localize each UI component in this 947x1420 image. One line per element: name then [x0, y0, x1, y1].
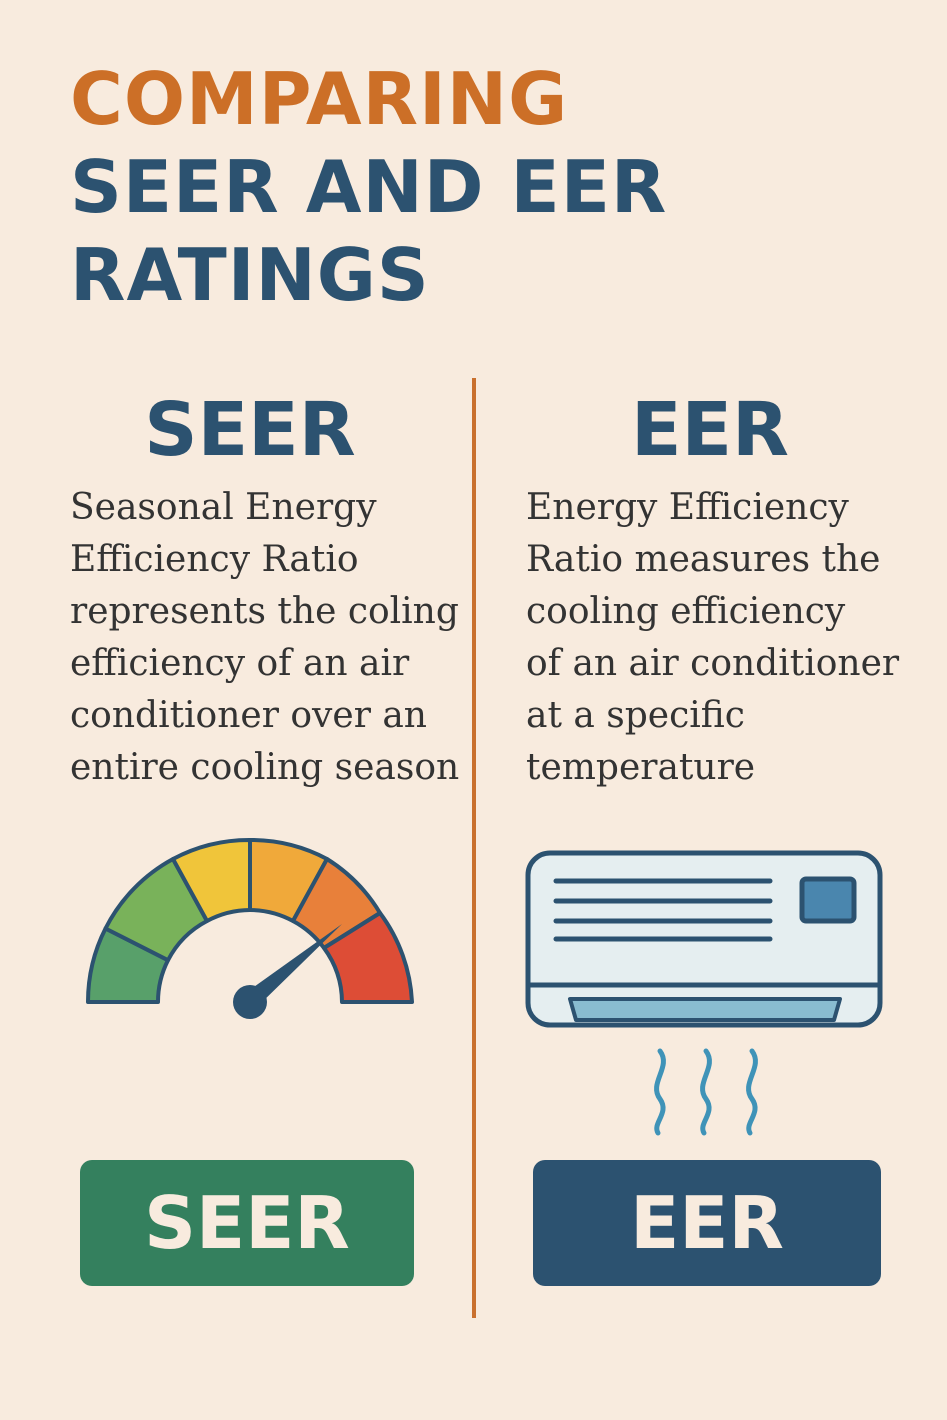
title-line-seer-and-eer: SEER AND EER	[70, 145, 668, 229]
eer-badge: EER	[533, 1160, 881, 1286]
eer-description: Energy Efficiency Ratio measures the coo…	[526, 487, 900, 788]
column-divider	[472, 378, 476, 1318]
gauge-icon	[85, 837, 414, 1019]
eer-heading: EER	[630, 387, 790, 473]
title-line-ratings: RATINGS	[70, 233, 430, 317]
gauge-needle	[244, 924, 342, 1008]
page-title: COMPARING SEER AND EER RATINGS	[70, 55, 667, 319]
air-conditioner-icon	[525, 850, 883, 1136]
seer-heading: SEER	[144, 387, 356, 473]
seer-badge: SEER	[80, 1160, 414, 1286]
title-line-comparing: COMPARING	[70, 57, 569, 141]
seer-description: Seasonal Energy Efficiency Ratio represe…	[70, 487, 460, 788]
